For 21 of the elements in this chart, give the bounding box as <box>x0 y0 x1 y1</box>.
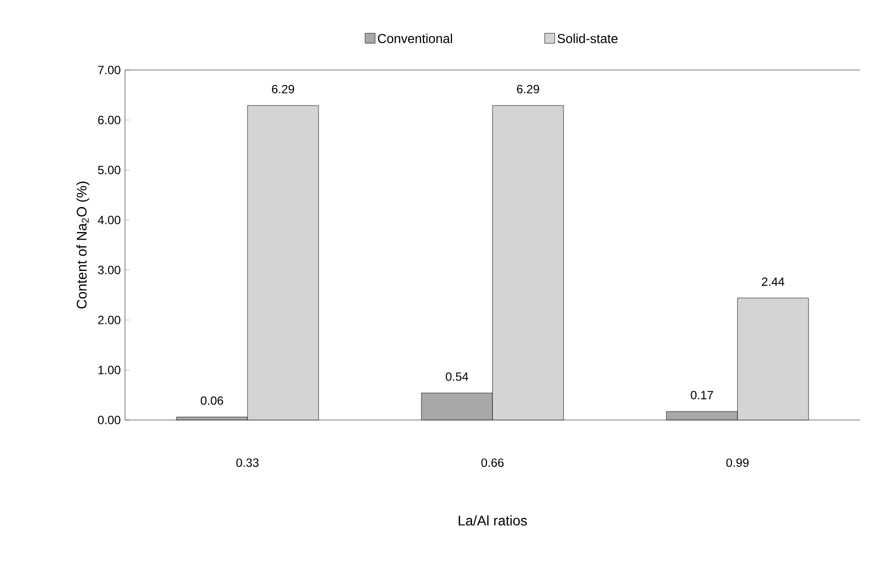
y-tick-label: 4.00 <box>98 216 120 224</box>
y-axis-title: Content of Na$_{2}$O (%) <box>76 182 90 309</box>
x-tick-label: 0.66 <box>481 458 504 467</box>
y-tick-label: 0.00 <box>98 416 120 424</box>
y-tick-label: 6.00 <box>98 116 120 124</box>
legend-label: Solid-state <box>558 34 618 44</box>
y-tick-label: 5.00 <box>98 166 120 174</box>
data-label: 6.29 <box>272 84 294 94</box>
x-axis-title: La/Al ratios <box>458 515 527 526</box>
x-tick-label: 0.33 <box>236 458 259 467</box>
data-label: 0.17 <box>690 390 714 400</box>
data-label: 0.54 <box>446 372 468 381</box>
y-tick-label: 1.00 <box>98 366 120 374</box>
x-tick-label: 0.99 <box>726 458 749 467</box>
y-tick-label: 3.00 <box>98 266 120 274</box>
y-tick-label: 7.00 <box>98 66 120 74</box>
legend-label: Conventional <box>378 34 452 44</box>
data-label: 2.44 <box>762 277 784 286</box>
data-label: 0.06 <box>200 396 224 405</box>
data-label: 6.29 <box>517 84 540 94</box>
y-tick-label: 2.00 <box>98 316 120 324</box>
